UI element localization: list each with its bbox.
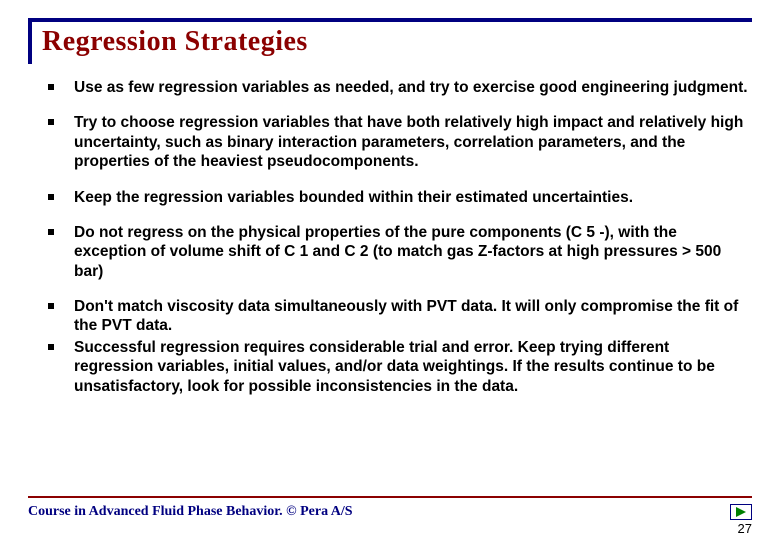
list-item: Try to choose regression variables that … xyxy=(48,113,752,171)
next-arrow-icon[interactable] xyxy=(730,504,752,520)
bullet-icon xyxy=(48,229,54,235)
footer: Course in Advanced Fluid Phase Behavior.… xyxy=(28,496,752,520)
footer-text: Course in Advanced Fluid Phase Behavior.… xyxy=(28,504,353,520)
bullet-icon xyxy=(48,119,54,125)
bullet-text: Do not regress on the physical propertie… xyxy=(74,223,752,281)
title-container: Regression Strategies xyxy=(28,18,752,64)
list-item: Use as few regression variables as neede… xyxy=(48,78,752,97)
bullet-text: Keep the regression variables bounded wi… xyxy=(74,188,633,207)
bullet-text: Don't match viscosity data simultaneousl… xyxy=(74,297,752,336)
bullet-list: Use as few regression variables as neede… xyxy=(28,78,752,396)
bullet-text: Successful regression requires considera… xyxy=(74,338,752,396)
list-item: Don't match viscosity data simultaneousl… xyxy=(48,297,752,336)
list-item: Keep the regression variables bounded wi… xyxy=(48,188,752,207)
bullet-icon xyxy=(48,344,54,350)
bullet-icon xyxy=(48,84,54,90)
list-item: Do not regress on the physical propertie… xyxy=(48,223,752,281)
slide-title: Regression Strategies xyxy=(42,26,752,58)
footer-row: Course in Advanced Fluid Phase Behavior.… xyxy=(28,504,752,520)
bullet-text: Use as few regression variables as neede… xyxy=(74,78,748,97)
list-item: Successful regression requires considera… xyxy=(48,338,752,396)
bullet-icon xyxy=(48,194,54,200)
bullet-icon xyxy=(48,303,54,309)
footer-divider xyxy=(28,496,752,498)
page-number: 27 xyxy=(738,521,752,536)
bullet-text: Try to choose regression variables that … xyxy=(74,113,752,171)
